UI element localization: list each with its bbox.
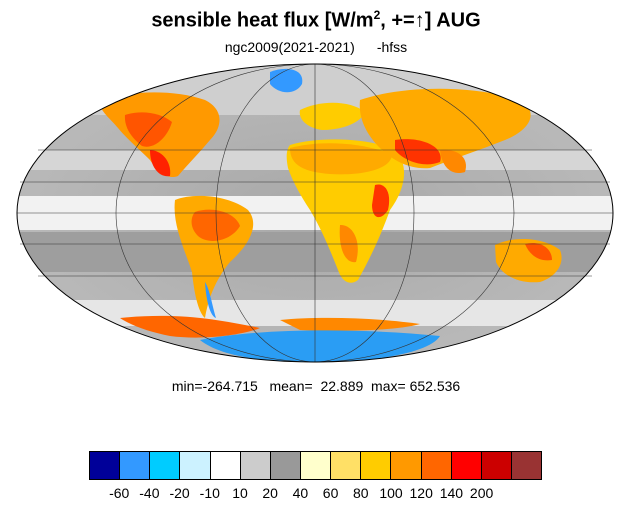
colorbar-swatch <box>331 452 362 479</box>
up-arrow-icon: ↑ <box>414 9 425 32</box>
southern-ocean-hot-band <box>120 315 260 338</box>
colorbar-swatch <box>150 452 181 479</box>
title-sign: , += <box>380 9 415 32</box>
sahara-flux <box>290 143 392 175</box>
colorbar-swatch <box>511 452 542 479</box>
title-superscript: 2 <box>373 8 381 22</box>
colorbar-tick-label: -20 <box>169 485 190 501</box>
colorbar-swatch <box>300 452 332 479</box>
colorbar-swatch <box>90 452 121 479</box>
colorbar-tick-label: 10 <box>232 485 248 501</box>
colorbar-tick-label: 40 <box>292 485 309 501</box>
colorbar-tick-label: -10 <box>199 485 220 501</box>
colorbar-tick-label: 200 <box>469 485 494 501</box>
colorbar-swatch <box>270 452 301 479</box>
europe-land <box>299 102 365 130</box>
colorbar-swatch <box>120 452 151 479</box>
title-text: sensible heat flux [W/m <box>151 9 374 32</box>
mexico-hotspot <box>150 150 171 177</box>
india-flux <box>440 149 466 174</box>
horn-of-africa-hotspot <box>372 184 390 218</box>
southern-africa-hotspot <box>339 224 358 263</box>
variable-name: -hfss <box>376 39 408 55</box>
colorbar <box>89 451 542 480</box>
colorbar-tick-label: 140 <box>439 485 464 501</box>
plot-title: sensible heat flux [W/m2, +=↑] AUG <box>0 8 632 33</box>
north-america-hotspot <box>124 112 172 147</box>
colorbar-swatch <box>361 452 392 479</box>
colorbar-tick-label: 120 <box>409 485 433 501</box>
case-name: ngc2009(2021-2021) <box>224 39 355 55</box>
andes-cold <box>205 282 216 318</box>
colorbar-tick-label: 100 <box>379 485 403 501</box>
australia-hotspot <box>525 242 552 261</box>
colorbar-tick-label: -60 <box>109 485 130 501</box>
title-month: ] AUG <box>424 9 481 32</box>
amazon-hotspot <box>191 209 240 241</box>
colorbar-swatch <box>481 452 512 479</box>
colorbar-swatch <box>180 452 211 479</box>
colorbar-swatch <box>421 452 452 479</box>
field-statistics: min=-264.715 mean= 22.889 max= 652.536 <box>171 378 461 394</box>
map-field <box>17 64 613 362</box>
colorbar-swatch <box>210 452 241 479</box>
colorbar-labels: -60 -40 -20 -10 10 20 40 60 80 100 120 140 200 <box>0 485 632 503</box>
colorbar-swatch <box>451 452 482 479</box>
colorbar-tick-label: 80 <box>353 485 369 501</box>
middle-east-hotspot <box>395 139 441 165</box>
colorbar-tick-label: 20 <box>262 485 278 501</box>
colorbar-swatch <box>391 452 422 479</box>
colorbar-tick-label: -40 <box>139 485 160 501</box>
globe-outline <box>16 63 614 363</box>
plot-subtitle: ngc2009(2021-2021) -hfss <box>0 39 632 55</box>
colorbar-tick-label: 60 <box>322 485 339 501</box>
africa-land <box>286 139 405 283</box>
colorbar-swatch <box>240 452 271 479</box>
